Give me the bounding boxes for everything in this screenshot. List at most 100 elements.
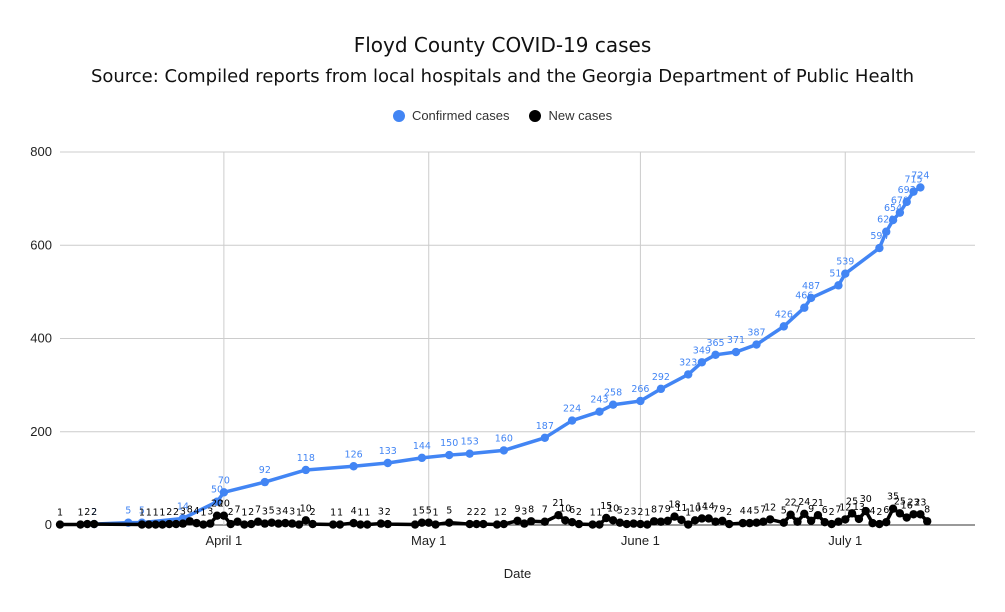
- data-point-confirmed: [895, 208, 905, 217]
- data-label-new: 4: [282, 506, 288, 517]
- legend-item-new[interactable]: New cases: [529, 108, 612, 123]
- data-point-confirmed: [219, 488, 229, 497]
- data-point-new: [622, 519, 631, 529]
- data-point-confirmed: [540, 433, 550, 443]
- data-label-new: 2: [173, 507, 179, 518]
- data-point-new: [718, 516, 727, 526]
- data-label-new: 5: [781, 506, 787, 517]
- data-point-new: [595, 520, 604, 529]
- data-point-new: [226, 519, 235, 529]
- data-label-new: 9: [808, 504, 814, 515]
- data-point-confirmed: [636, 396, 645, 406]
- chart-subtitle: Source: Compiled reports from local hosp…: [90, 66, 915, 87]
- data-point-new: [165, 519, 174, 529]
- data-point-new: [383, 519, 392, 529]
- data-point-new: [55, 520, 65, 529]
- data-label-new: 4: [747, 506, 753, 517]
- data-label-confirmed: 187: [536, 421, 554, 432]
- data-label-new: 7: [794, 505, 800, 516]
- data-label-new: 1: [412, 508, 418, 519]
- data-label-new: 7: [235, 505, 241, 516]
- x-tick-label: June 1: [621, 533, 660, 548]
- data-point-new: [178, 519, 188, 528]
- data-point-new: [260, 519, 270, 528]
- data-label-new: 5: [617, 506, 623, 517]
- data-point-new: [745, 518, 754, 528]
- data-point-new: [328, 520, 338, 529]
- data-label-new: 14: [696, 501, 708, 512]
- data-label-confirmed: 126: [345, 449, 363, 460]
- x-axis-label: Date: [503, 566, 532, 581]
- data-label-confirmed: 349: [693, 345, 711, 356]
- data-label-new: 10: [689, 503, 701, 514]
- data-point-new: [349, 518, 358, 528]
- data-point-confirmed: [465, 449, 474, 458]
- data-label-new: 7: [542, 505, 548, 516]
- data-point-new: [472, 519, 481, 529]
- y-tick-label: 200: [30, 424, 52, 439]
- data-point-new: [479, 519, 488, 529]
- data-point-new: [301, 516, 311, 525]
- data-label-new: 21: [552, 498, 564, 509]
- data-point-new: [697, 514, 707, 523]
- data-label-new: 9: [665, 504, 671, 515]
- data-label-confirmed: 160: [495, 433, 513, 444]
- data-point-new: [294, 520, 304, 529]
- data-point-new: [171, 519, 181, 529]
- data-label-new: 2: [637, 507, 643, 518]
- data-label-new: 1: [77, 508, 83, 519]
- data-label-confirmed: 144: [413, 441, 431, 452]
- y-tick-label: 800: [30, 144, 52, 159]
- data-point-new: [158, 520, 167, 529]
- data-label-new: 4: [870, 506, 876, 517]
- data-point-new: [240, 520, 249, 529]
- data-label-new: 10: [559, 503, 571, 514]
- data-label-confirmed: 150: [440, 438, 458, 449]
- data-label-new: 2: [829, 507, 835, 518]
- legend-swatch-new: [529, 109, 542, 122]
- data-point-new: [820, 518, 829, 527]
- data-point-confirmed: [697, 358, 707, 367]
- data-point-new: [602, 513, 611, 523]
- data-point-confirmed: [909, 187, 918, 196]
- data-label-confirmed: 70: [218, 475, 230, 486]
- data-label-new: 5: [419, 506, 425, 517]
- data-point-new: [834, 517, 843, 526]
- data-label-new: 3: [180, 507, 186, 518]
- data-label-confirmed: 5: [139, 506, 145, 517]
- data-label-new: 1: [296, 508, 302, 519]
- data-point-new: [636, 519, 645, 529]
- data-point-new: [759, 517, 768, 526]
- x-tick-label: May 1: [411, 533, 446, 548]
- data-label-confirmed: 224: [563, 404, 581, 415]
- data-label-new: 1: [357, 508, 363, 519]
- data-point-confirmed: [684, 370, 693, 379]
- data-label-new: 3: [521, 507, 527, 518]
- data-label-confirmed: 539: [836, 257, 854, 268]
- data-point-new: [561, 516, 570, 525]
- data-label-new: 16: [901, 501, 913, 512]
- legend-item-confirmed[interactable]: Confirmed cases: [392, 108, 509, 123]
- data-point-new: [144, 520, 153, 529]
- data-point-new: [752, 518, 761, 527]
- data-point-confirmed: [882, 227, 891, 236]
- data-label-new: 6: [822, 505, 828, 516]
- y-tick-label: 600: [30, 237, 52, 252]
- data-label-new: 1: [139, 508, 145, 519]
- data-label-new: 2: [474, 507, 480, 518]
- data-point-new: [199, 520, 208, 529]
- data-point-new: [888, 504, 898, 513]
- data-point-new: [431, 520, 440, 529]
- data-point-confirmed: [608, 400, 618, 409]
- data-point-confirmed: [711, 350, 720, 360]
- data-label-new: 8: [924, 504, 930, 515]
- data-label-confirmed: 371: [727, 335, 745, 346]
- data-label-new: 14: [703, 501, 715, 512]
- data-label-new: 1: [337, 508, 343, 519]
- data-point-new: [192, 518, 201, 528]
- data-label-confirmed: 365: [706, 338, 724, 349]
- data-point-new: [711, 517, 720, 526]
- data-label-new: 5: [753, 506, 759, 517]
- data-label-new: 1: [241, 508, 247, 519]
- data-label-new: 6: [883, 505, 889, 516]
